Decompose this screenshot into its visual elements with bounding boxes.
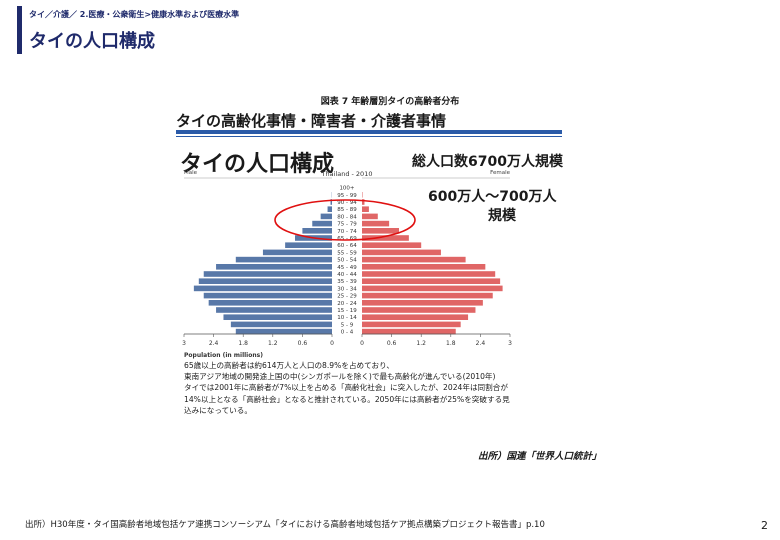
male-bar	[312, 220, 332, 227]
note-line: 東南アジア地域の開発途上国の中(シンガポールを除く)で最も高齢化が進んでいる(2…	[184, 372, 496, 382]
age-group-label: 0 - 4	[341, 330, 354, 336]
female-bar	[362, 321, 461, 328]
elderly-highlight-ellipse	[274, 199, 416, 241]
chart-heading: タイの人口構成	[180, 152, 335, 177]
figure-source: 出所）国連「世界人口統計」	[478, 451, 602, 462]
age-group-label: 40 - 44	[337, 272, 357, 278]
x-tick-label: 0.6	[387, 340, 397, 347]
age-group-label: 30 - 34	[337, 286, 357, 292]
left-series-label: Male	[184, 170, 198, 176]
x-tick-label: 2.4	[209, 340, 219, 347]
note-line: 14%以上となる「高齢社会」となると推計されている。2050年には高齢者が25%…	[184, 394, 510, 404]
subtitle-underline	[176, 130, 562, 134]
x-tick-label: 1.2	[416, 340, 426, 347]
age-group-label: 100+	[339, 186, 354, 192]
title-accent-bar	[17, 6, 22, 54]
female-bar	[362, 271, 496, 277]
page-title: タイの人口構成	[29, 31, 155, 52]
male-bar	[230, 321, 332, 328]
age-group-label: 90 - 94	[337, 200, 357, 206]
male-bar	[216, 307, 332, 313]
x-tick-label: 2.4	[476, 340, 486, 347]
male-bar	[235, 328, 332, 335]
female-bar	[362, 278, 501, 284]
female-bar	[362, 206, 369, 212]
male-bar	[327, 206, 332, 212]
figure-subtitle: タイの高齢化事情・障害者・介護者事情	[176, 112, 447, 130]
female-bar	[362, 307, 476, 313]
page-number: 2	[761, 519, 768, 532]
x-tick-label: 0.6	[298, 340, 308, 347]
age-group-label: 5 - 9	[341, 322, 354, 328]
female-bar	[362, 228, 399, 234]
x-tick-label: 1.8	[446, 340, 456, 347]
age-group-label: 25 - 29	[337, 294, 357, 300]
x-tick-label: 0	[360, 340, 364, 347]
female-bar	[362, 213, 378, 220]
male-bar	[223, 314, 332, 320]
age-group-label: 95 - 99	[337, 193, 357, 199]
female-bar	[362, 235, 409, 241]
female-bar	[362, 256, 466, 263]
male-bar	[208, 300, 332, 306]
female-bar	[362, 249, 441, 256]
age-group-label: 35 - 39	[337, 279, 357, 285]
male-bar	[203, 271, 332, 277]
male-bar	[285, 242, 332, 248]
note-line: 65歳以上の高齢者は約614万人と人口の8.9%を占めており、	[184, 361, 394, 370]
x-tick-label: 3	[182, 340, 186, 347]
female-bar	[362, 328, 456, 335]
age-group-label: 20 - 24	[337, 301, 357, 307]
female-bar	[362, 285, 503, 292]
age-group-label: 85 - 89	[337, 207, 357, 213]
breadcrumb: タイ／介護／ 2.医療・公衆衛生>健康水準および医療水準	[29, 10, 240, 19]
annotation-total-population: 総人口数6700万人規模	[412, 154, 563, 170]
male-bar	[216, 264, 332, 270]
age-group-label: 75 - 79	[337, 222, 357, 228]
x-tick-label: 1.8	[238, 340, 248, 347]
female-bar	[362, 292, 493, 299]
male-bar	[262, 249, 332, 256]
footer-citation: 出所）H30年度・タイ国高齢者地域包括ケア連携コンソーシアム「タイにおける高齢者…	[25, 520, 545, 530]
male-bar	[193, 285, 332, 292]
female-bar	[362, 199, 365, 205]
male-bar	[330, 199, 332, 205]
age-group-label: 45 - 49	[337, 265, 357, 271]
female-bar	[362, 314, 469, 320]
x-tick-label: 3	[508, 340, 512, 347]
age-group-label: 10 - 14	[337, 315, 357, 321]
age-group-label: 80 - 84	[337, 214, 357, 220]
right-series-label: Female	[490, 170, 511, 176]
figure-caption: 図表 7 年齢層別タイの高齢者分布	[320, 97, 460, 107]
age-group-label: 50 - 54	[337, 258, 357, 264]
male-bar	[235, 256, 332, 263]
x-tick-label: 1.2	[268, 340, 278, 347]
age-group-label: 60 - 64	[337, 243, 357, 249]
x-axis-title: Population (in millions)	[184, 352, 263, 359]
note-line: タイでは2001年に高齢者が7%以上を占める「高齢化社会」に突入したが、2024…	[184, 383, 508, 393]
subtitle-underline-thin	[176, 136, 562, 137]
age-group-label: 65 - 69	[337, 236, 357, 242]
female-bar	[362, 220, 390, 227]
female-bar	[362, 264, 486, 270]
x-tick-label: 0	[330, 340, 334, 347]
chart-note: 65歳以上の高齢者は約614万人と人口の8.9%を占めており、 東南アジア地域の…	[184, 360, 614, 416]
age-group-label: 55 - 59	[337, 250, 357, 256]
annotation-elderly-range: 600万人～700万人	[428, 189, 557, 205]
female-bar	[362, 242, 422, 248]
male-bar	[320, 213, 332, 220]
annotation-elderly-range-unit: 規模	[488, 208, 516, 224]
age-group-label: 70 - 74	[337, 229, 357, 235]
male-bar	[203, 292, 332, 299]
chart-title: Thailand - 2010	[321, 170, 373, 178]
female-bar	[362, 300, 483, 306]
male-bar	[198, 278, 332, 284]
male-bar	[302, 228, 332, 234]
note-line: 込みになっている。	[184, 405, 252, 415]
age-group-label: 15 - 19	[337, 308, 357, 314]
